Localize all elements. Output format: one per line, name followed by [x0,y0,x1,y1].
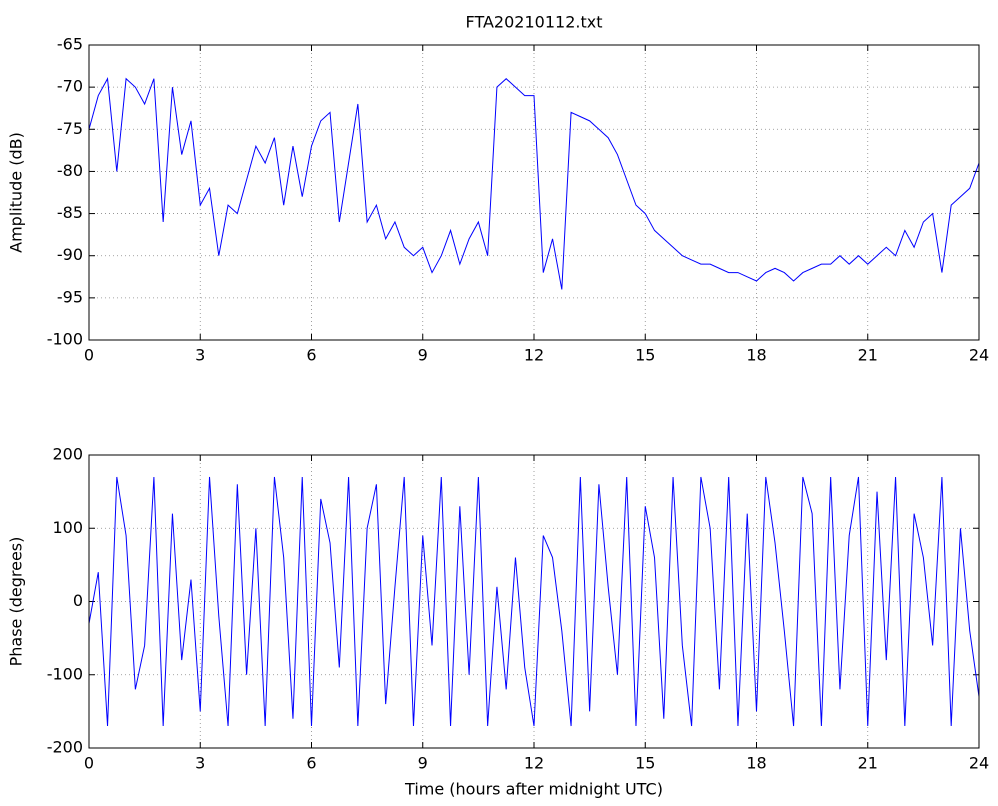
chart-title: FTA20210112.txt [466,13,603,32]
x-tick-label: 6 [306,754,316,773]
x-tick-label: 12 [524,754,544,773]
x-tick-label: 9 [418,346,428,365]
y-tick-label: -65 [57,35,83,54]
x-tick-label: 18 [746,346,766,365]
y-axis-label: Phase (degrees) [7,537,26,667]
x-tick-label: 18 [746,754,766,773]
x-tick-label: 24 [969,754,989,773]
x-tick-label: 15 [635,346,655,365]
y-tick-label: -100 [47,664,83,683]
x-tick-label: 0 [84,754,94,773]
x-tick-label: 24 [969,346,989,365]
x-tick-label: 21 [858,754,878,773]
plot-area [89,45,979,340]
data-line [88,476,980,727]
y-tick-label: -200 [47,738,83,757]
x-tick-label: 3 [195,346,205,365]
x-tick-label: 6 [306,346,316,365]
y-tick-label: -90 [57,245,83,264]
data-line [88,77,980,290]
y-tick-label: 0 [73,591,83,610]
y-tick-label: -80 [57,161,83,180]
y-tick-label: -95 [57,287,83,306]
x-axis-label: Time (hours after midnight UTC) [404,780,663,799]
x-tick-label: 21 [858,346,878,365]
x-tick-label: 0 [84,346,94,365]
y-axis-label: Amplitude (dB) [7,132,26,253]
y-tick-label: 200 [52,445,83,464]
y-tick-label: -100 [47,330,83,349]
x-tick-label: 12 [524,346,544,365]
axes-frame [88,454,980,749]
y-tick-label: -70 [57,77,83,96]
x-tick-label: 3 [195,754,205,773]
x-tick-label: 9 [418,754,428,773]
y-tick-label: -85 [57,203,83,222]
axes-frame [88,44,980,341]
y-tick-label: 100 [52,518,83,537]
x-tick-label: 15 [635,754,655,773]
y-tick-label: -75 [57,119,83,138]
